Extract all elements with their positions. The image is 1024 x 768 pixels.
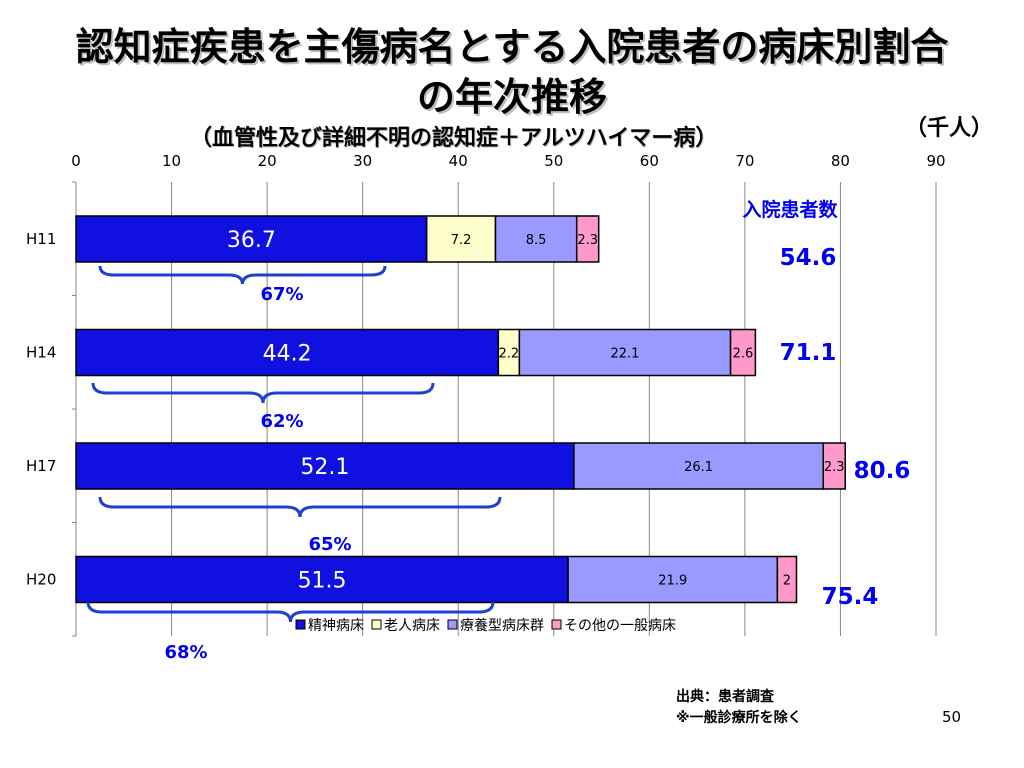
bar-segment xyxy=(567,555,779,604)
bar-value-label: 2.2 xyxy=(499,347,520,362)
legend-swatch xyxy=(295,619,306,630)
bar-value-label: 26.1 xyxy=(684,460,713,475)
bar-segment xyxy=(75,442,575,490)
percent-label: 67% xyxy=(260,284,303,305)
slide-subtitle: （血管性及び詳細不明の認知症＋アルツハイマー病） xyxy=(190,126,718,151)
bar-value-label: 22.1 xyxy=(610,347,639,362)
bar-segment xyxy=(729,328,757,377)
legend-swatch xyxy=(551,619,562,630)
x-tick-label: 80 xyxy=(831,152,850,170)
category-label: H14 xyxy=(26,344,56,362)
percent-label: 62% xyxy=(260,411,303,432)
bar-value-label: 8.5 xyxy=(526,233,547,248)
bar-value-label: 2.3 xyxy=(824,460,845,475)
legend-swatch xyxy=(447,619,458,630)
slide-title-line1: 認知症疾患を主傷病名とする入院患者の病床別割合 xyxy=(75,25,949,69)
x-tick-label: 0 xyxy=(71,152,81,170)
exclusion-note: ※一般診療所を除く xyxy=(676,710,802,726)
legend-label: その他の一般病床 xyxy=(564,618,676,634)
percent-brace xyxy=(98,496,502,518)
bar-value-label: 44.2 xyxy=(263,342,312,367)
bar-segment xyxy=(75,555,569,604)
bar-segment xyxy=(494,215,578,263)
source-note: 出典：患者調査 xyxy=(676,689,774,705)
bar-value-label: 2 xyxy=(783,574,791,589)
percent-brace xyxy=(91,382,435,404)
legend-label: 老人病床 xyxy=(384,618,440,634)
bar-segment xyxy=(822,442,846,490)
bar-value-label: 52.1 xyxy=(300,455,349,480)
unit-label: （千人） xyxy=(905,116,994,141)
totals-heading: 入院患者数 xyxy=(742,198,838,221)
bar-value-label: 2.3 xyxy=(577,233,598,248)
bar-value-label: 7.2 xyxy=(451,233,472,248)
bar-segment xyxy=(573,442,824,490)
category-label: H20 xyxy=(26,571,56,589)
category-label: H11 xyxy=(26,230,56,248)
bar-value-label: 21.9 xyxy=(658,574,687,589)
category-label: H17 xyxy=(26,457,56,475)
percent-brace xyxy=(98,265,387,285)
legend-label: 精神病床 xyxy=(308,618,364,634)
slide-title-line2: の年次推移 xyxy=(416,75,607,119)
bar-segment xyxy=(776,555,798,604)
x-tick-label: 40 xyxy=(449,152,468,170)
x-tick-label: 30 xyxy=(353,152,372,170)
x-tick-label: 90 xyxy=(926,152,945,170)
bar-value-label: 2.6 xyxy=(733,347,754,362)
x-tick-label: 60 xyxy=(640,152,659,170)
percent-label: 68% xyxy=(164,642,207,663)
x-tick-label: 20 xyxy=(258,152,277,170)
x-tick-label: 50 xyxy=(544,152,563,170)
bar-segment xyxy=(75,328,500,377)
percent-label: 65% xyxy=(308,534,351,555)
bar-segment xyxy=(518,328,732,377)
bar-segment xyxy=(575,215,600,263)
page-number: 50 xyxy=(942,708,962,726)
total-value-label: 71.1 xyxy=(780,340,837,366)
legend-swatch xyxy=(371,619,382,630)
x-tick-label: 70 xyxy=(735,152,754,170)
legend-label: 療養型病床群 xyxy=(460,617,544,634)
total-value-label: 80.6 xyxy=(854,458,911,484)
bar-value-label: 51.5 xyxy=(298,569,347,594)
x-tick-label: 10 xyxy=(162,152,181,170)
total-value-label: 75.4 xyxy=(822,584,879,610)
total-value-label: 54.6 xyxy=(780,245,837,271)
bar-value-label: 36.7 xyxy=(227,228,276,253)
percent-brace xyxy=(86,601,495,623)
